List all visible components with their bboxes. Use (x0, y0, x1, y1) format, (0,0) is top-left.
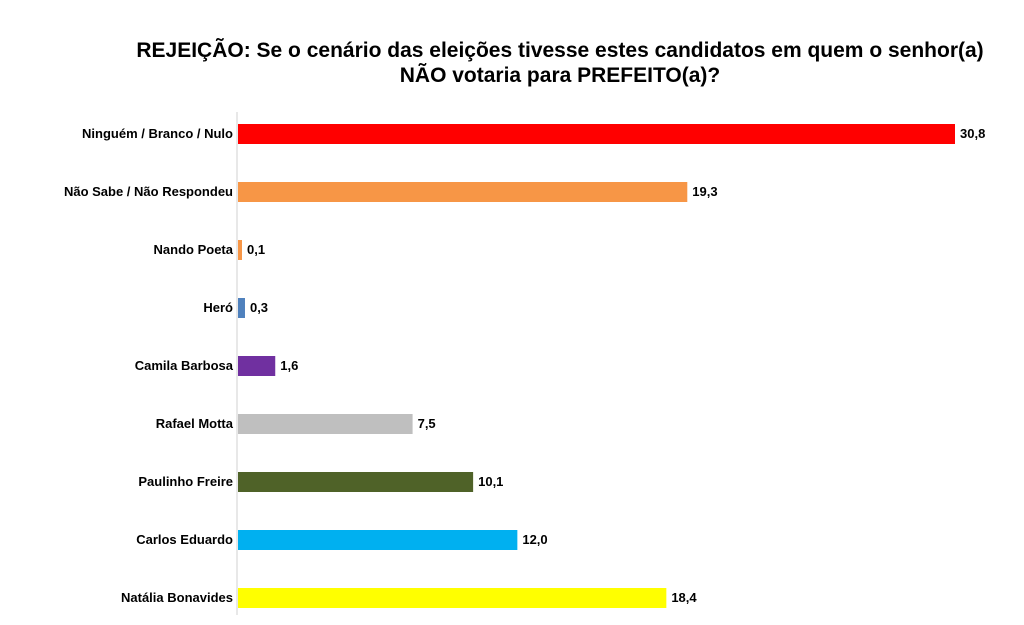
category-label: Paulinho Freire (138, 474, 233, 489)
bar (238, 182, 688, 202)
category-label: Não Sabe / Não Respondeu (64, 184, 233, 199)
data-label: 18,4 (671, 590, 697, 605)
chart-title-line-2: NÃO votaria para PREFEITO(a)? (399, 64, 721, 87)
bar (238, 472, 474, 492)
bar (238, 124, 955, 144)
category-label: Ninguém / Branco / Nulo (82, 126, 233, 141)
bar (238, 356, 276, 376)
bar (238, 588, 667, 608)
data-label: 10,1 (478, 474, 503, 489)
category-label: Camila Barbosa (135, 358, 234, 373)
data-label: 7,5 (418, 416, 436, 431)
data-label: 0,1 (247, 242, 265, 257)
category-label: Rafael Motta (156, 416, 234, 431)
bar (238, 530, 518, 550)
category-label: Natália Bonavides (121, 590, 233, 605)
data-label: 30,8 (960, 126, 985, 141)
category-label: Nando Poeta (154, 242, 234, 257)
data-label: 1,6 (280, 358, 298, 373)
bar (238, 240, 242, 260)
category-label: Carlos Eduardo (136, 532, 233, 547)
bar (238, 298, 245, 318)
data-label: 19,3 (692, 184, 717, 199)
data-label: 0,3 (250, 300, 268, 315)
chart-title-line-1: REJEIÇÃO: Se o cenário das eleições tive… (136, 39, 984, 62)
bar (238, 414, 413, 434)
category-label: Heró (203, 300, 233, 315)
data-label: 12,0 (522, 532, 547, 547)
